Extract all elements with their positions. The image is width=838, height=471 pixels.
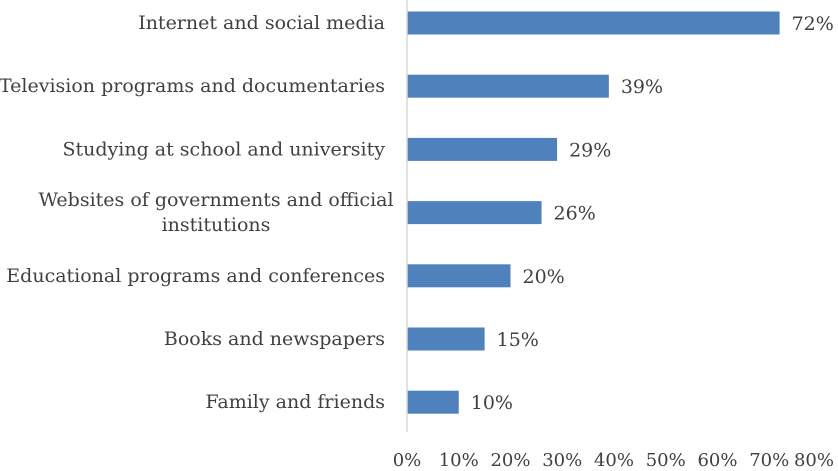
category-label-line: Websites of governments and official [38, 189, 393, 211]
x-tick-label: 60% [697, 450, 737, 471]
data-labels: 72% 39% 29% 26% 20% 15% 10% [471, 13, 834, 414]
category-label: Websites of governments and official inst… [38, 189, 393, 236]
x-tick-label: 30% [542, 450, 582, 471]
bar [407, 74, 609, 98]
category-label: Books and newspapers [164, 328, 385, 350]
category-label: Television programs and documentaries [0, 75, 385, 97]
category-label: Internet and social media [138, 12, 385, 34]
data-label: 29% [569, 139, 611, 161]
data-label: 10% [471, 392, 513, 414]
data-label: 72% [792, 13, 834, 35]
x-tick-label: 20% [490, 450, 530, 471]
x-tick-label: 70% [749, 450, 789, 471]
data-label: 39% [621, 76, 663, 98]
x-tick-label: 80% [794, 450, 834, 471]
category-label: Family and friends [205, 391, 385, 413]
data-label: 20% [523, 266, 565, 288]
bar [407, 390, 459, 414]
x-axis-tick-labels: 0% 10% 20% 30% 40% 50% 60% 70% 80% [393, 450, 834, 471]
bars-layer [407, 11, 780, 414]
x-tick-label: 10% [439, 450, 479, 471]
bar [407, 264, 511, 288]
x-tick-label: 0% [393, 450, 422, 471]
data-label: 15% [497, 329, 539, 351]
bar [407, 327, 485, 351]
category-labels: Internet and social media Television prog… [0, 12, 394, 413]
x-tick-label: 40% [594, 450, 634, 471]
bar [407, 11, 780, 35]
category-label: Studying at school and university [63, 138, 386, 160]
data-label: 26% [554, 203, 596, 225]
category-label: Educational programs and conferences [6, 265, 385, 287]
bar [407, 137, 558, 161]
x-tick-label: 50% [646, 450, 686, 471]
bar [407, 201, 542, 225]
category-label-line: institutions [162, 214, 271, 236]
